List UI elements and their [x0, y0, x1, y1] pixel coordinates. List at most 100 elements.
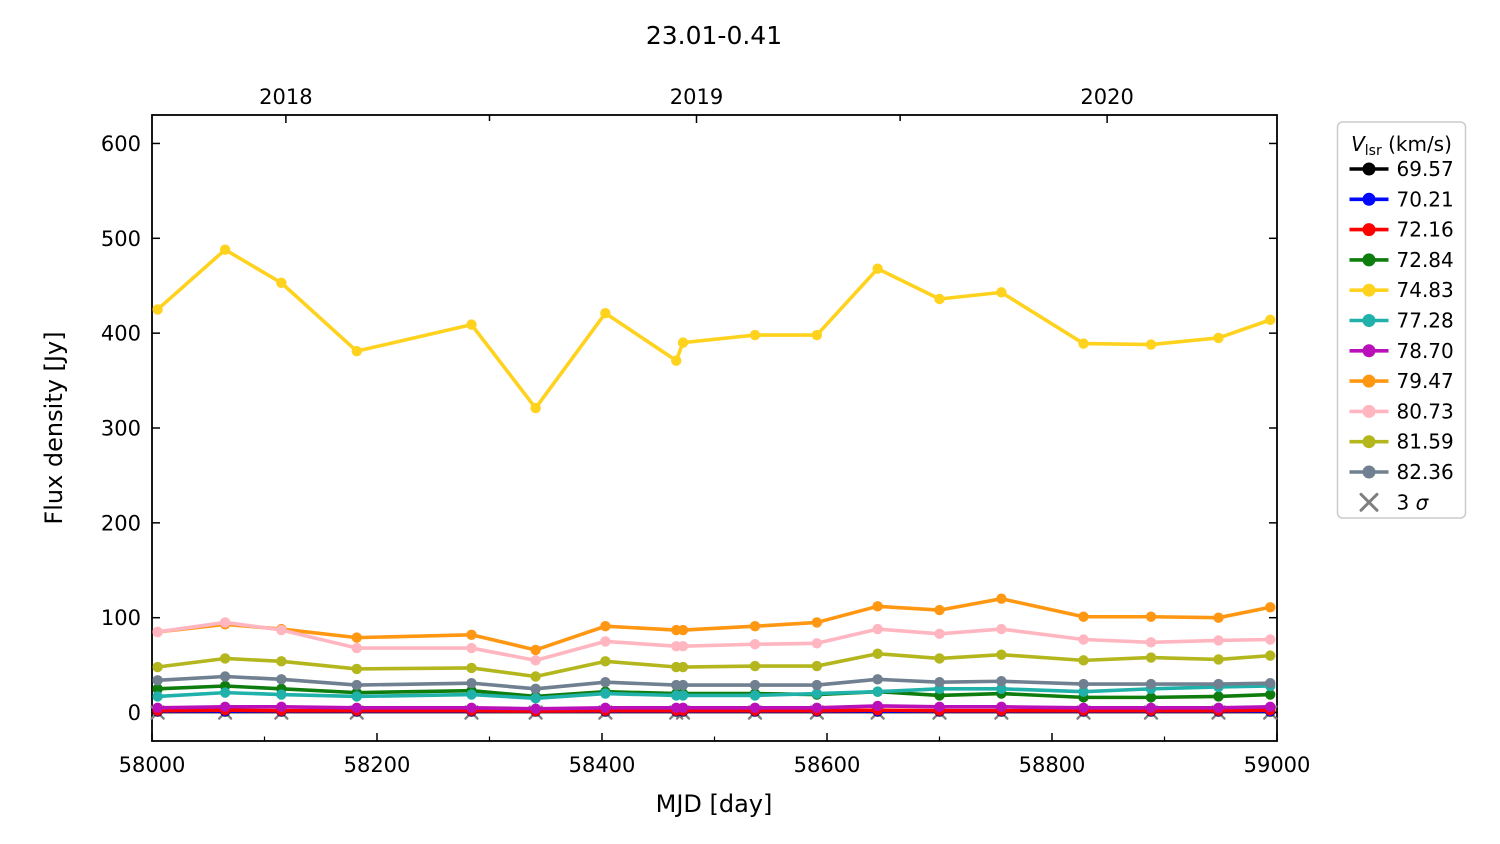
series-line: [157, 704, 1271, 711]
legend-box: [1336, 121, 1467, 519]
x-tick-label: 59000: [1244, 753, 1311, 777]
series-line: [157, 651, 1271, 679]
legend-item-label: 74.83: [1397, 278, 1454, 302]
y-tick-label: 200: [101, 511, 141, 535]
data-point-marker: [996, 683, 1007, 695]
data-point-marker: [1145, 702, 1157, 714]
y-tick-label: 300: [101, 417, 141, 441]
data-point-marker: [749, 639, 761, 650]
data-point-marker: [1265, 602, 1276, 613]
data-point-marker: [1213, 691, 1224, 702]
data-point-marker: [1145, 611, 1157, 622]
data-point-marker: [1145, 678, 1157, 690]
legend-marker-sample: [1362, 374, 1376, 388]
series-line: [157, 620, 1271, 663]
data-point-marker: [677, 661, 689, 673]
data-point-marker: [1145, 692, 1157, 703]
data-point-marker: [600, 676, 611, 688]
data-point-marker: [1265, 677, 1276, 689]
data-point-marker: [872, 700, 883, 712]
data-point-marker: [219, 701, 231, 713]
data-point-marker: [276, 656, 287, 667]
data-point-marker: [1078, 611, 1089, 622]
data-point-marker: [872, 601, 883, 612]
data-point-marker: [219, 687, 231, 698]
year-tick-label: 2019: [670, 85, 723, 109]
data-point-marker: [872, 623, 883, 635]
y-axis-ticks: 0 100 200 300 400 500 600: [101, 132, 1277, 725]
data-point-marker: [934, 676, 945, 688]
y-tick-label: 600: [101, 132, 141, 156]
series-line: [157, 674, 1271, 691]
legend-item-82.36: 82.36: [1349, 460, 1454, 484]
y-tick-label: 100: [101, 606, 141, 630]
data-point-marker: [530, 402, 541, 414]
data-point-marker: [466, 689, 477, 700]
data-point-marker: [677, 690, 689, 701]
data-point-marker: [530, 693, 541, 704]
legend-marker-sample: [1362, 223, 1376, 237]
legend-item-80.73: 80.73: [1349, 399, 1454, 423]
data-point-marker: [671, 355, 682, 366]
data-point-marker: [219, 617, 231, 628]
data-point-marker: [1213, 332, 1224, 344]
data-point-marker: [1265, 634, 1276, 645]
data-point-marker: [811, 638, 823, 649]
data-point-marker: [872, 686, 883, 697]
legend-marker-sample: [1362, 192, 1376, 206]
data-point-marker: [1213, 612, 1224, 623]
data-point-marker: [276, 701, 287, 713]
legend-item-78.70: 78.70: [1349, 339, 1454, 363]
data-point-marker: [749, 329, 761, 341]
legend-item-label: 78.70: [1397, 339, 1454, 363]
data-point-marker: [677, 702, 689, 714]
legend-sigma-x-marker: [1359, 492, 1379, 512]
data-point-marker: [1078, 338, 1089, 349]
data-point-marker: [351, 632, 362, 643]
data-point-marker: [996, 676, 1007, 687]
top-axis-ticks: 2018 2019 2020: [259, 85, 1134, 123]
data-point-marker: [1078, 686, 1089, 697]
data-point-marker: [466, 319, 477, 330]
data-point-marker: [351, 345, 362, 357]
legend-item-label: 72.16: [1397, 218, 1454, 242]
data-point-marker: [1078, 655, 1089, 666]
legend-marker-sample: [1362, 404, 1376, 418]
data-point-marker: [811, 617, 823, 628]
year-tick-label: 2018: [259, 85, 312, 109]
data-point-marker: [600, 308, 611, 319]
data-point-marker: [600, 636, 611, 647]
data-point-marker: [996, 593, 1007, 604]
legend-item-77.28: 77.28: [1349, 309, 1454, 333]
data-point-marker: [1213, 678, 1224, 690]
data-point-marker: [351, 691, 362, 702]
legend-item-70.21: 70.21: [1349, 187, 1454, 211]
data-point-marker: [600, 621, 611, 632]
series-line: [157, 684, 1271, 701]
y-tick-label: 400: [101, 322, 141, 346]
data-point-marker: [811, 660, 823, 672]
series-78.70: [152, 700, 1276, 714]
legend-title: Vlsr (km/s): [1351, 132, 1452, 159]
data-point-marker: [872, 648, 883, 659]
data-point-marker: [1265, 701, 1276, 713]
legend-item-label: 79.47: [1397, 369, 1454, 393]
data-point-marker: [152, 661, 163, 673]
data-point-marker: [1265, 650, 1276, 661]
legend-item-72.84: 72.84: [1349, 248, 1454, 272]
data-point-marker: [934, 293, 945, 305]
data-point-marker: [996, 287, 1007, 298]
data-point-marker: [152, 626, 163, 638]
legend-item-label: 72.84: [1397, 248, 1454, 272]
legend-item-72.16: 72.16: [1349, 218, 1454, 242]
data-point-marker: [530, 683, 541, 695]
data-point-marker: [934, 604, 945, 616]
data-point-marker: [934, 653, 945, 664]
legend-item-label: 69.57: [1397, 157, 1454, 181]
legend-marker-sample: [1362, 253, 1376, 267]
series-line: [157, 684, 1271, 700]
legend-item-69.57: 69.57: [1349, 157, 1454, 181]
legend-item-label: 81.59: [1397, 430, 1454, 454]
